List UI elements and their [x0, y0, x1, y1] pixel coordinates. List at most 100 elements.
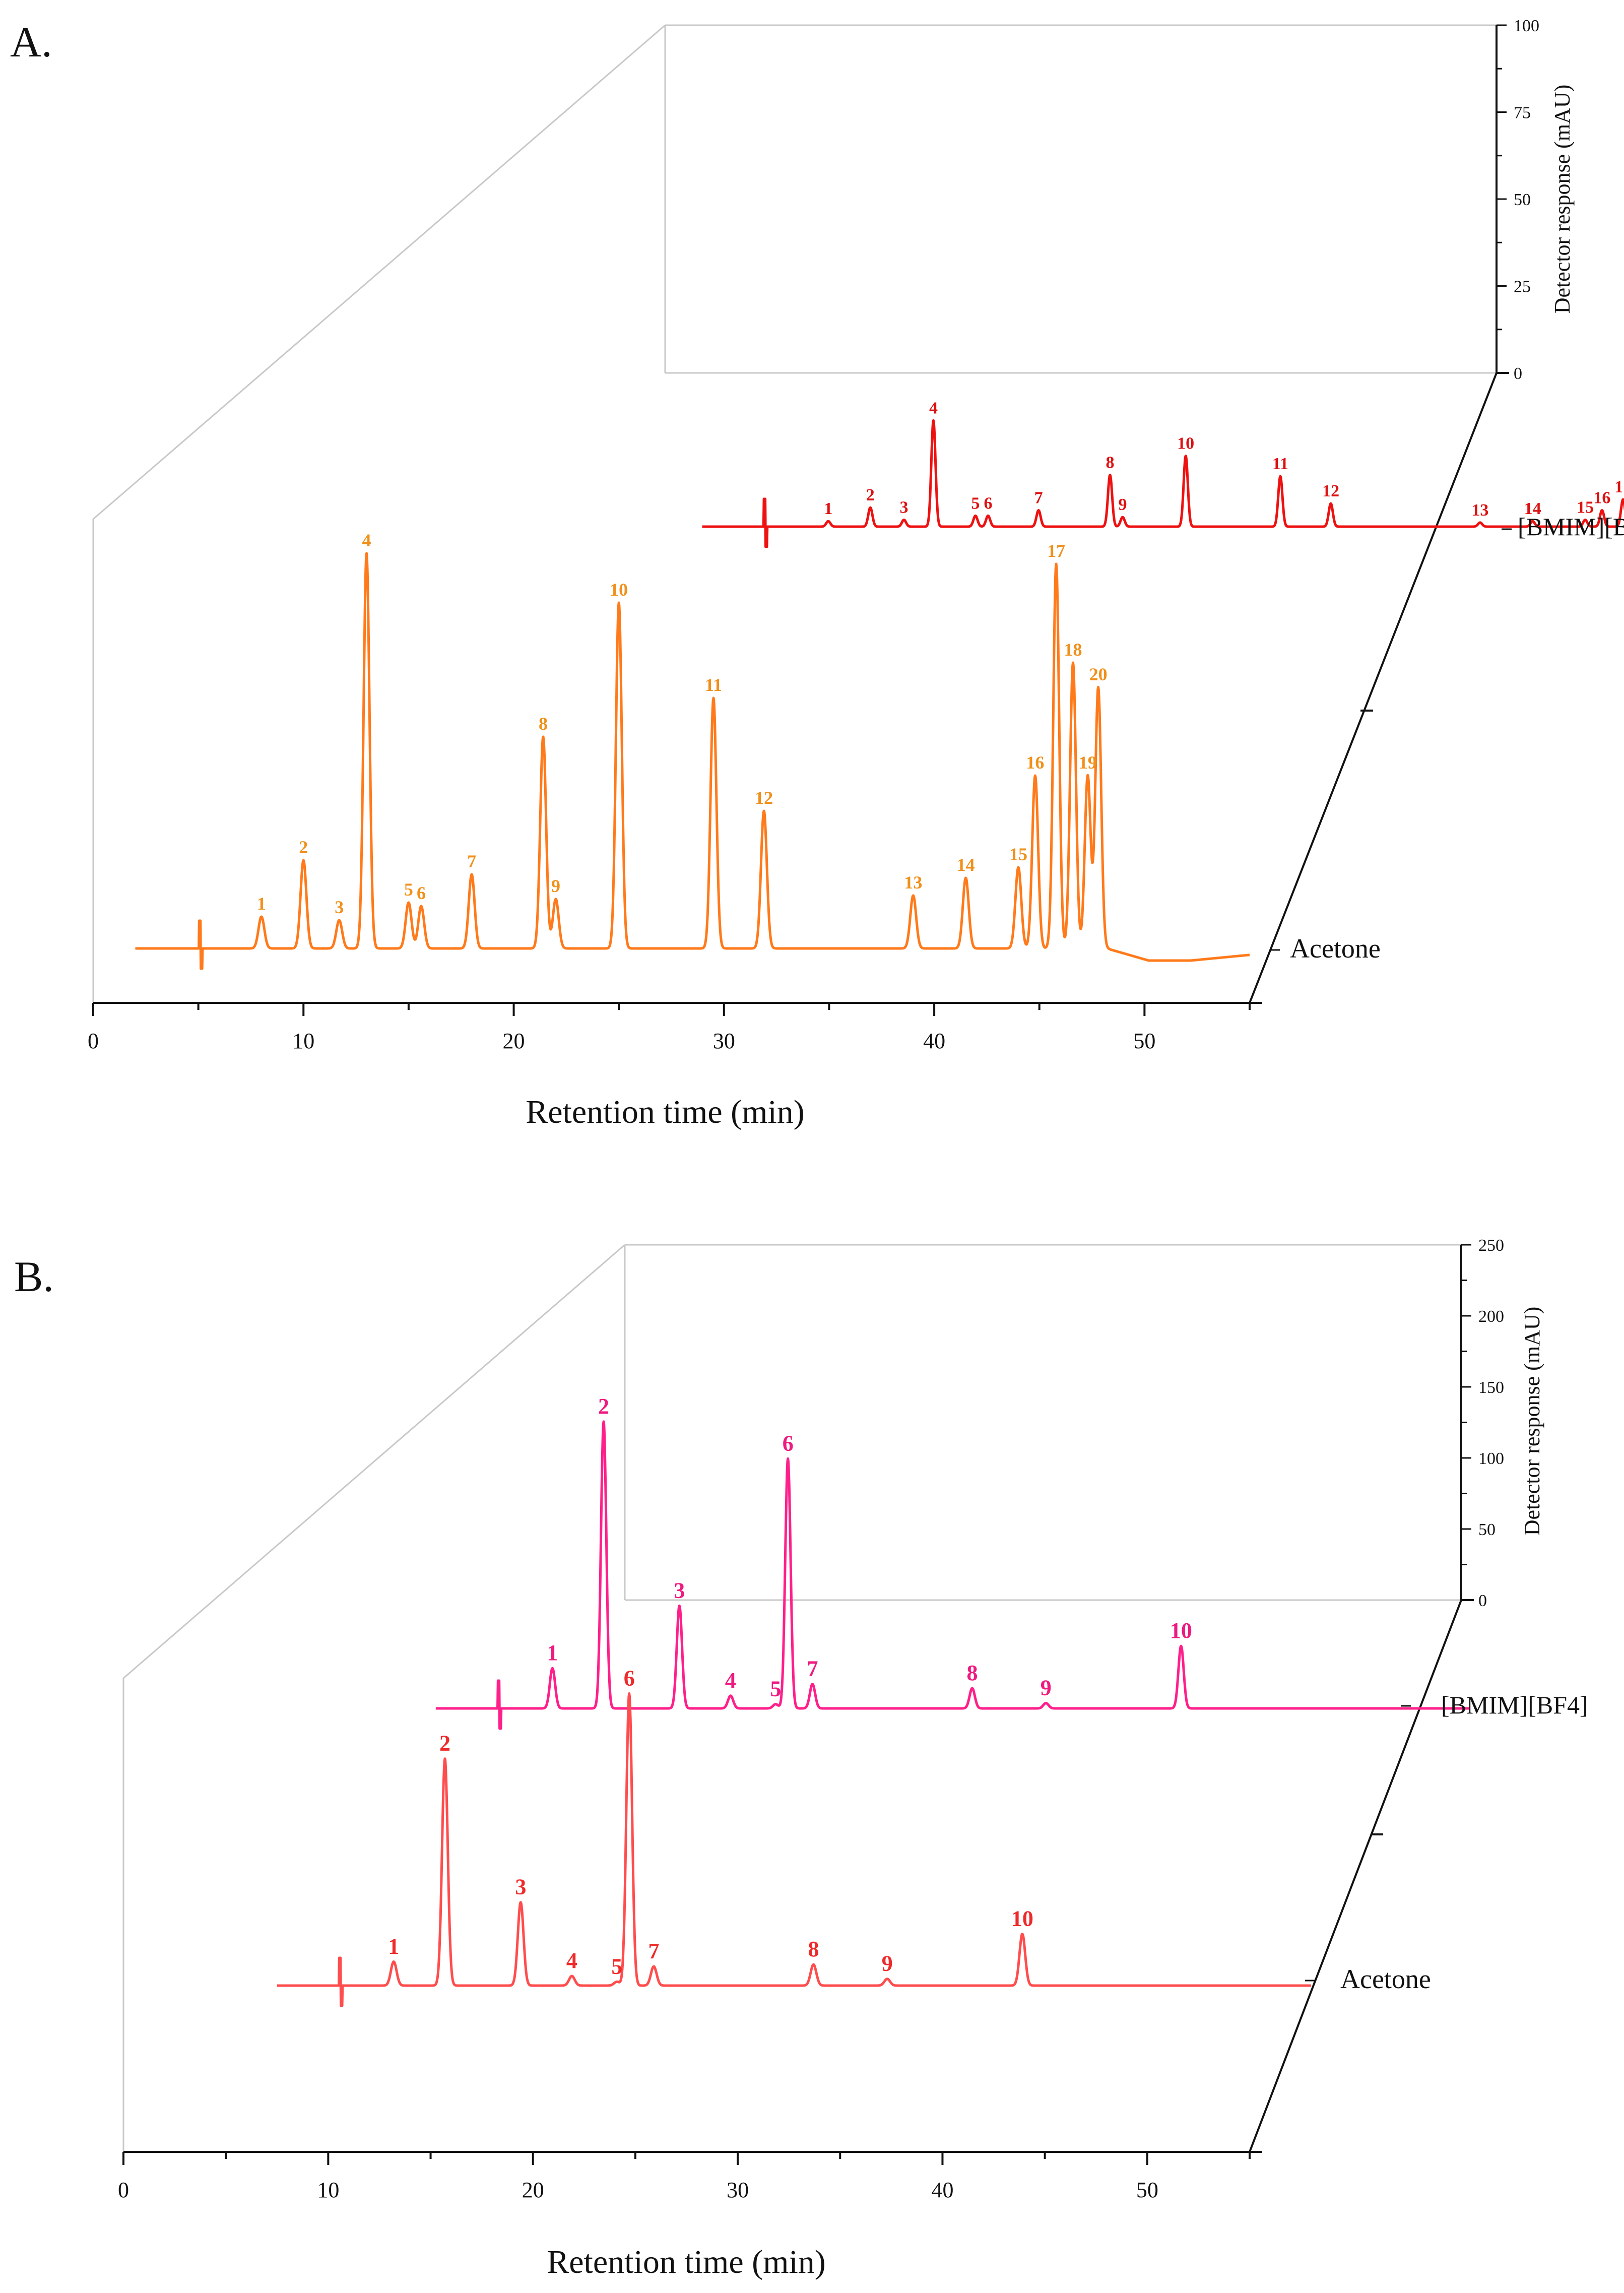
panel-b-series-label-bmim: [BMIM][BF4] [1441, 1691, 1588, 1719]
peak-label: 11 [1272, 455, 1288, 473]
panel-b-series-labels: [BMIM][BF4] Acetone [1305, 1691, 1588, 1994]
panel-a-series-labels: [BMIM][BF4] Acetone [1270, 513, 1624, 964]
panel-a-x-tick-label: 30 [713, 1029, 735, 1053]
panel-a-series-label-acetone: Acetone [1290, 933, 1381, 964]
peak-label: 8 [808, 1937, 819, 1961]
peak-label: 6 [624, 1666, 635, 1691]
panel-a-z-tick-label: 50 [1514, 190, 1531, 209]
panel-a-frame [92, 24, 1497, 1003]
panel-a-z-tick-label: 25 [1514, 278, 1531, 296]
panel-a-x-tick-label: 10 [292, 1029, 314, 1053]
panel-b-series-acetone: 1 2 3 4 5 6 7 8 9 10 [276, 1666, 1312, 2007]
peak-label: 12 [1322, 482, 1339, 500]
peak-label: 6 [984, 494, 992, 513]
peak-label: 15 [1577, 498, 1594, 517]
peak-label: 18 [1064, 640, 1082, 660]
peak-label: 12 [755, 788, 773, 808]
panel-b-z-ticks: 0 50 100 150 200 250 [1461, 1236, 1504, 1610]
chromatogram-trace [276, 1692, 1312, 2007]
panel-b-z-tick-label: 50 [1478, 1520, 1496, 1539]
panel-b-frame [122, 1244, 1461, 2152]
panel-a-y-label: Detector response (mAU) [1550, 85, 1575, 314]
peak-label: 5 [971, 494, 980, 513]
panel-b-x-label: Retention time (min) [547, 2244, 826, 2280]
peak-label: 17 [1614, 478, 1624, 496]
peak-label: 9 [1119, 495, 1127, 514]
peak-label: 7 [467, 851, 476, 871]
panel-b-letter: B. [14, 1252, 54, 1301]
panel-b-x-tick-label: 10 [317, 2178, 339, 2202]
panel-b-z-tick-label: 100 [1478, 1449, 1504, 1468]
peak-label: 14 [1524, 499, 1541, 518]
peak-label: 13 [904, 872, 922, 893]
peak-label: 1 [824, 499, 832, 518]
panel-a-depth-axis [1249, 372, 1498, 1003]
peak-label: 9 [1041, 1676, 1052, 1700]
peak-label: 8 [966, 1661, 978, 1685]
panel-a-x-tick-label: 20 [503, 1029, 525, 1053]
panel-a-letter: A. [10, 18, 52, 66]
panel-b-y-label: Detector response (mAU) [1520, 1307, 1544, 1536]
peak-label: 9 [882, 1951, 893, 1976]
peak-label: 2 [866, 486, 875, 504]
panel-a-z-tick-label: 75 [1514, 104, 1531, 122]
peak-label: 3 [515, 1875, 526, 1899]
chromatogram-trace [701, 419, 1624, 548]
panel-b-z-tick-label: 0 [1478, 1591, 1487, 1610]
peak-label: 3 [674, 1578, 685, 1603]
panel-b-depth-ticks [1250, 1599, 1474, 2153]
peak-label: 4 [725, 1668, 736, 1693]
peak-label: 5 [770, 1677, 781, 1701]
panel-b-z-tick-label: 200 [1478, 1307, 1504, 1326]
peak-label: 7 [807, 1657, 818, 1681]
peak-label: 5 [404, 879, 413, 900]
peak-label: 4 [929, 399, 938, 417]
panel-b-x-tick-label: 20 [522, 2178, 544, 2202]
panel-a-z-tick-label: 0 [1514, 364, 1522, 383]
peak-label: 4 [566, 1948, 577, 1973]
panel-a-x-ticks: 0 10 20 30 40 50 [88, 1003, 1251, 1053]
panel-b-series-bmim: 1 2 3 4 5 6 7 8 9 10 [435, 1394, 1471, 1730]
peak-label: 14 [957, 855, 975, 875]
panel-a-series-label-bmim: [BMIM][BF4] [1518, 513, 1624, 541]
peak-label: 13 [1471, 501, 1488, 520]
peak-label: 2 [598, 1394, 609, 1419]
panel-a-depth-ticks [1250, 372, 1509, 1004]
peak-label: 3 [900, 498, 908, 517]
panel-a-z-tick-label: 100 [1514, 17, 1539, 35]
peak-label: 10 [1170, 1618, 1192, 1643]
peak-label: 20 [1089, 664, 1108, 684]
peak-label: 15 [1009, 844, 1027, 864]
peak-label: 6 [783, 1431, 794, 1455]
peak-label: 2 [439, 1731, 450, 1756]
panel-b-series-label-acetone: Acetone [1340, 1964, 1431, 1994]
panel-b-x-tick-label: 30 [727, 2178, 749, 2202]
peak-label: 19 [1079, 752, 1097, 773]
panel-b-x-tick-label: 40 [931, 2178, 953, 2202]
peak-label: 9 [551, 876, 560, 896]
peak-label: 1 [257, 894, 266, 914]
panel-a-x-tick-label: 40 [923, 1029, 945, 1053]
peak-label: 10 [610, 580, 628, 600]
chromatogram-trace [134, 552, 1251, 970]
peak-label: 16 [1593, 489, 1610, 507]
panel-a-x-tick-label: 0 [88, 1029, 99, 1053]
panel-b: B. 0 10 20 30 40 50 0 50 100 150 200 250 Retention… [14, 1236, 1588, 2280]
panel-b-z-tick-label: 250 [1478, 1236, 1504, 1255]
peak-label: 8 [539, 714, 548, 734]
peak-label: 4 [362, 530, 371, 550]
peak-label: 11 [705, 675, 722, 695]
panel-a-x-tick-label: 50 [1133, 1029, 1155, 1053]
panel-b-x-tick-label: 0 [118, 2178, 129, 2202]
panel-b-z-tick-label: 150 [1478, 1378, 1504, 1397]
chromatogram-trace [435, 1420, 1471, 1730]
panel-a-x-label: Retention time (min) [526, 1094, 805, 1130]
peak-label: 10 [1177, 434, 1194, 453]
panel-b-depth-axis [1249, 1600, 1462, 2152]
peak-label: 10 [1011, 1906, 1033, 1931]
peak-label: 8 [1106, 453, 1114, 472]
